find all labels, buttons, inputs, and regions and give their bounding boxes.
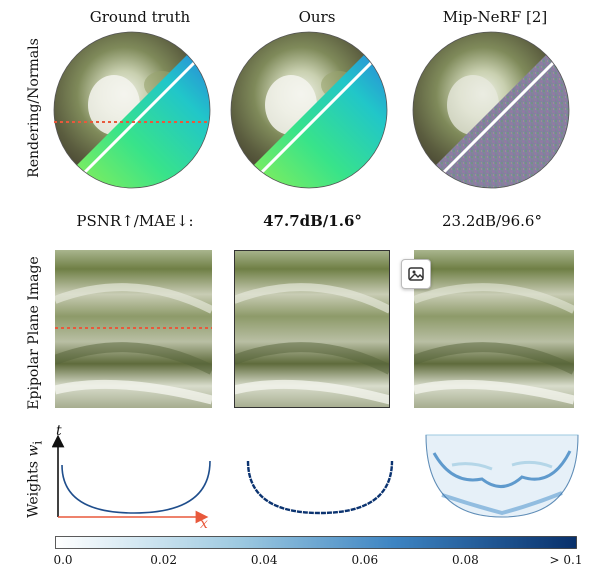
t-axis-label: t xyxy=(56,425,62,439)
colorbar-tick-label: > 0.1 xyxy=(549,553,583,567)
weights-ours xyxy=(246,460,394,515)
image-icon xyxy=(408,267,424,281)
colorbar-tick-label: 0.08 xyxy=(452,553,479,567)
colorbar xyxy=(55,536,577,549)
weights-mipnerf xyxy=(425,434,579,518)
metric-mipnerf: 23.2dB/96.6° xyxy=(442,212,542,230)
colorbar-tick-label: 0.06 xyxy=(351,553,379,567)
column-title-ground-truth: Ground truth xyxy=(89,8,191,26)
sphere-mipnerf xyxy=(412,31,570,189)
epi-ground-truth xyxy=(55,250,212,408)
weights-curve-ours xyxy=(246,460,394,515)
weights-curve-gt xyxy=(61,460,211,514)
x-axis-label: x xyxy=(200,516,208,530)
column-title-mipnerf: Mip-NeRF [2] xyxy=(442,8,548,26)
colorbar-tick-label: 0.02 xyxy=(150,553,177,567)
row-label-epi: Epipolar Plane Image xyxy=(26,256,42,410)
column-title-ours: Ours xyxy=(298,8,336,26)
epi-ours xyxy=(234,250,390,408)
weights-ground-truth: t x xyxy=(52,425,211,530)
image-tool-button[interactable] xyxy=(401,259,431,289)
sphere-ground-truth xyxy=(53,31,211,189)
metric-label: PSNR↑/MAE↓: xyxy=(76,212,194,230)
colorbar-tick-label: 0.0 xyxy=(53,553,73,567)
row-label-weights: Weights wi xyxy=(25,440,45,518)
sphere-ours xyxy=(230,31,388,189)
colorbar-tick-label: 0.04 xyxy=(250,553,278,567)
metric-ours: 47.7dB/1.6° xyxy=(263,212,362,230)
epi-mipnerf xyxy=(414,250,574,408)
row-label-rendering: Rendering/Normals xyxy=(26,38,42,178)
